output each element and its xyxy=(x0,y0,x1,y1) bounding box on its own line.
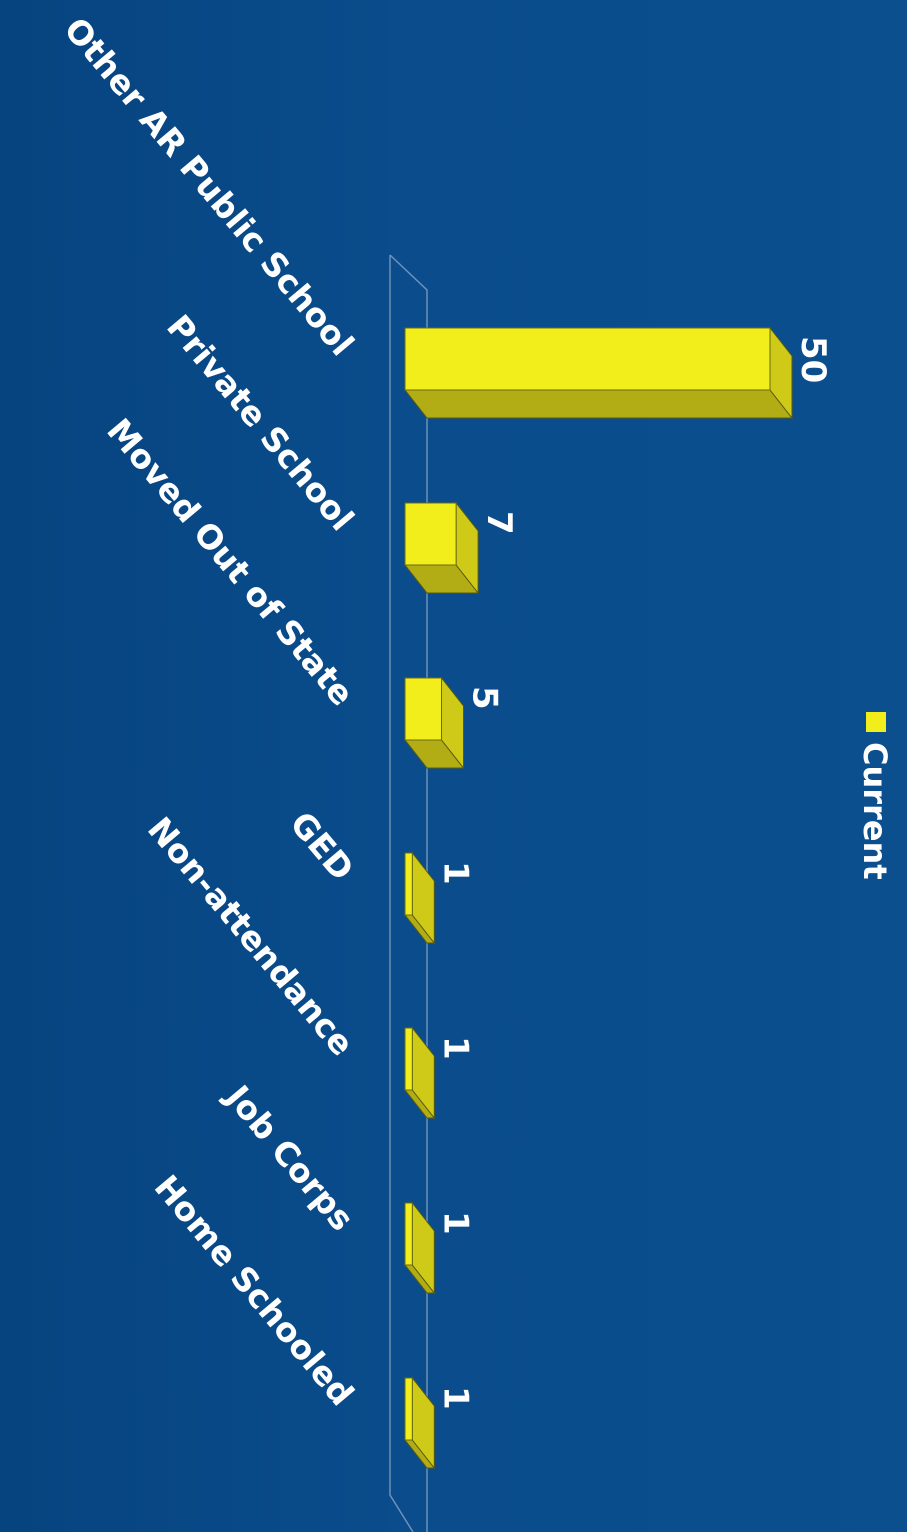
bar xyxy=(403,501,480,595)
bar-face xyxy=(404,327,771,391)
data-label: 1 xyxy=(435,1036,475,1060)
bar xyxy=(403,326,794,420)
data-label: 7 xyxy=(479,511,519,535)
legend-swatch xyxy=(866,712,886,732)
bar xyxy=(403,1026,436,1120)
category-label: Job Corps xyxy=(217,1076,362,1238)
data-label: 1 xyxy=(435,861,475,885)
category-label: Moved Out of State xyxy=(99,411,361,713)
data-labels-layer: 50 7 5 1 1 1 1 xyxy=(435,336,833,1410)
bar xyxy=(403,1376,436,1470)
bars-layer xyxy=(403,326,794,1470)
bar-end xyxy=(411,1201,435,1295)
bar xyxy=(403,851,436,945)
data-label: 1 xyxy=(435,1211,475,1235)
bar-face xyxy=(404,852,413,916)
bar-side xyxy=(403,389,794,419)
data-label: 1 xyxy=(435,1386,475,1410)
bar-face xyxy=(404,1202,413,1266)
category-label: Other AR Public School xyxy=(57,10,362,363)
bar-end xyxy=(411,851,435,945)
data-label: 50 xyxy=(793,336,833,383)
bar-face xyxy=(404,502,457,566)
category-label: GED xyxy=(282,804,361,888)
bar-face xyxy=(404,1027,413,1091)
data-label: 5 xyxy=(465,686,505,710)
legend: Current xyxy=(856,712,894,880)
bar-face xyxy=(404,1377,413,1441)
bar xyxy=(403,676,465,770)
legend-label: Current xyxy=(856,742,894,880)
bar-end xyxy=(411,1026,435,1120)
bar-face xyxy=(404,677,442,741)
bar xyxy=(403,1201,436,1295)
bar-end xyxy=(411,1376,435,1470)
